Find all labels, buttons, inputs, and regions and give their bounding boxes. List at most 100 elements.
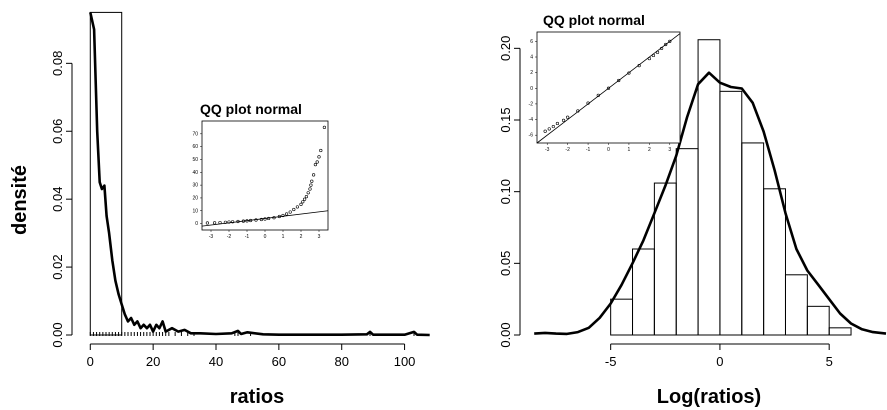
histogram-bar xyxy=(828,327,852,336)
inset-y-tick-label: 60 xyxy=(192,144,198,150)
density-curve xyxy=(534,71,887,336)
x-tick-label: 20 xyxy=(146,354,160,369)
x-tick-label: -5 xyxy=(605,354,617,369)
qq-point xyxy=(660,46,664,51)
y-tick-label: 0.00 xyxy=(498,322,513,347)
inset-x-tick-label: -3 xyxy=(209,234,214,240)
qq-point xyxy=(555,121,560,126)
histogram-bar xyxy=(610,298,634,336)
inset-frame xyxy=(201,120,329,231)
qq-point xyxy=(281,213,285,218)
qq-point xyxy=(308,187,312,191)
inset-x-tick-label: -1 xyxy=(245,234,250,240)
qq-point xyxy=(231,220,235,224)
qq-point xyxy=(547,127,551,131)
y-tick-label: 0.00 xyxy=(50,322,65,347)
left-ylabel: densité xyxy=(9,165,31,235)
inset-x-tick-label: 0 xyxy=(607,147,610,153)
right-inset-title: QQ plot normal xyxy=(543,12,645,28)
qq-point xyxy=(586,101,590,105)
inset-y-tick-label: 2 xyxy=(530,70,533,76)
right-qq-inset: QQ plot normal -3 -2 -1 0 1 2 3 -6 -4 -2 0 2 4 6 xyxy=(529,12,681,153)
qq-point xyxy=(218,220,222,225)
x-tick-label: 0 xyxy=(87,354,94,369)
inset-x-tick-label: 3 xyxy=(668,147,671,153)
inset-y-tick-label: -2 xyxy=(529,101,534,107)
qq-point xyxy=(292,207,296,212)
qq-point xyxy=(241,219,245,223)
qq-reference-line xyxy=(201,210,329,227)
qq-point xyxy=(315,160,319,164)
x-tick-label: 40 xyxy=(209,354,223,369)
y-tick-label: 0.05 xyxy=(498,251,513,276)
qq-point xyxy=(606,86,611,90)
inset-y-tick-label: 70 xyxy=(192,131,198,137)
histogram-bar xyxy=(675,148,699,336)
qq-point xyxy=(566,115,570,119)
inset-x-tick-label: -2 xyxy=(227,234,232,240)
qq-point xyxy=(277,214,282,219)
y-tick-label: 0.20 xyxy=(498,36,513,61)
inset-y-tick-label: 0 xyxy=(530,86,533,92)
y-tick-label: 0.04 xyxy=(50,187,65,212)
right-plot-area: -5 0 5 0.00 0.05 0.10 0.15 0.20 xyxy=(498,36,887,369)
qq-point xyxy=(317,155,321,159)
inset-y-tick-label: -6 xyxy=(529,133,534,139)
inset-x-tick-label: 0 xyxy=(264,234,267,240)
histogram-bar xyxy=(763,188,786,336)
qq-point xyxy=(227,220,231,224)
qq-point xyxy=(551,124,555,129)
histogram-bar xyxy=(784,274,808,336)
qq-point xyxy=(655,50,660,54)
qq-point xyxy=(295,205,300,209)
qq-point xyxy=(263,217,267,221)
qq-point xyxy=(249,218,253,223)
inset-x-tick-label: 3 xyxy=(318,234,321,240)
left-chart: densité ratios 0 20 40 60 80 1000.000.020.040… xyxy=(9,11,430,408)
inset-y-tick-label: 6 xyxy=(530,39,533,45)
qq-point xyxy=(306,191,310,195)
x-tick-label: 5 xyxy=(826,354,833,369)
right-chart: Log(ratios) -5 0 5 0.00 0.05 0.10 0.15 0.20 QQ … xyxy=(498,12,887,408)
qq-point xyxy=(310,179,314,183)
qq-point xyxy=(309,183,313,187)
qq-point xyxy=(236,219,240,224)
inset-x-tick-label: 2 xyxy=(648,147,651,153)
left-xlabel: ratios xyxy=(230,386,284,408)
qq-point xyxy=(254,218,258,222)
right-xlabel: Log(ratios) xyxy=(657,386,761,408)
qq-point xyxy=(668,39,672,43)
left-inset-title: QQ plot normal xyxy=(200,101,302,117)
qq-point xyxy=(617,78,621,83)
qq-point xyxy=(312,173,316,177)
x-tick-label: 100 xyxy=(394,354,416,369)
qq-point xyxy=(576,109,580,113)
qq-point xyxy=(647,56,651,61)
histogram-bar xyxy=(741,142,765,336)
qq-point xyxy=(543,129,547,133)
qq-point xyxy=(301,200,305,204)
qq-point xyxy=(267,216,271,221)
y-tick-label: 0.15 xyxy=(498,107,513,132)
qq-point xyxy=(245,219,249,223)
qq-point xyxy=(288,210,292,214)
density-curve xyxy=(89,12,430,337)
inset-x-tick-label: -3 xyxy=(545,147,550,153)
qq-point xyxy=(313,163,318,167)
inset-y-tick-label: 40 xyxy=(192,170,198,176)
inset-y-tick-label: 10 xyxy=(192,208,198,214)
qq-point xyxy=(561,118,566,122)
y-tick-label: 0.02 xyxy=(50,254,65,279)
inset-x-tick-label: -2 xyxy=(565,147,570,153)
qq-point xyxy=(205,221,209,225)
inset-x-tick-label: -1 xyxy=(586,147,591,153)
inset-y-tick-label: 50 xyxy=(192,157,198,163)
histogram-bar xyxy=(719,90,743,336)
inset-y-tick-label: 4 xyxy=(530,55,533,61)
qq-point xyxy=(651,53,656,58)
inset-y-tick-label: 0 xyxy=(195,221,198,227)
x-tick-label: 0 xyxy=(716,354,723,369)
qq-point xyxy=(637,64,641,68)
